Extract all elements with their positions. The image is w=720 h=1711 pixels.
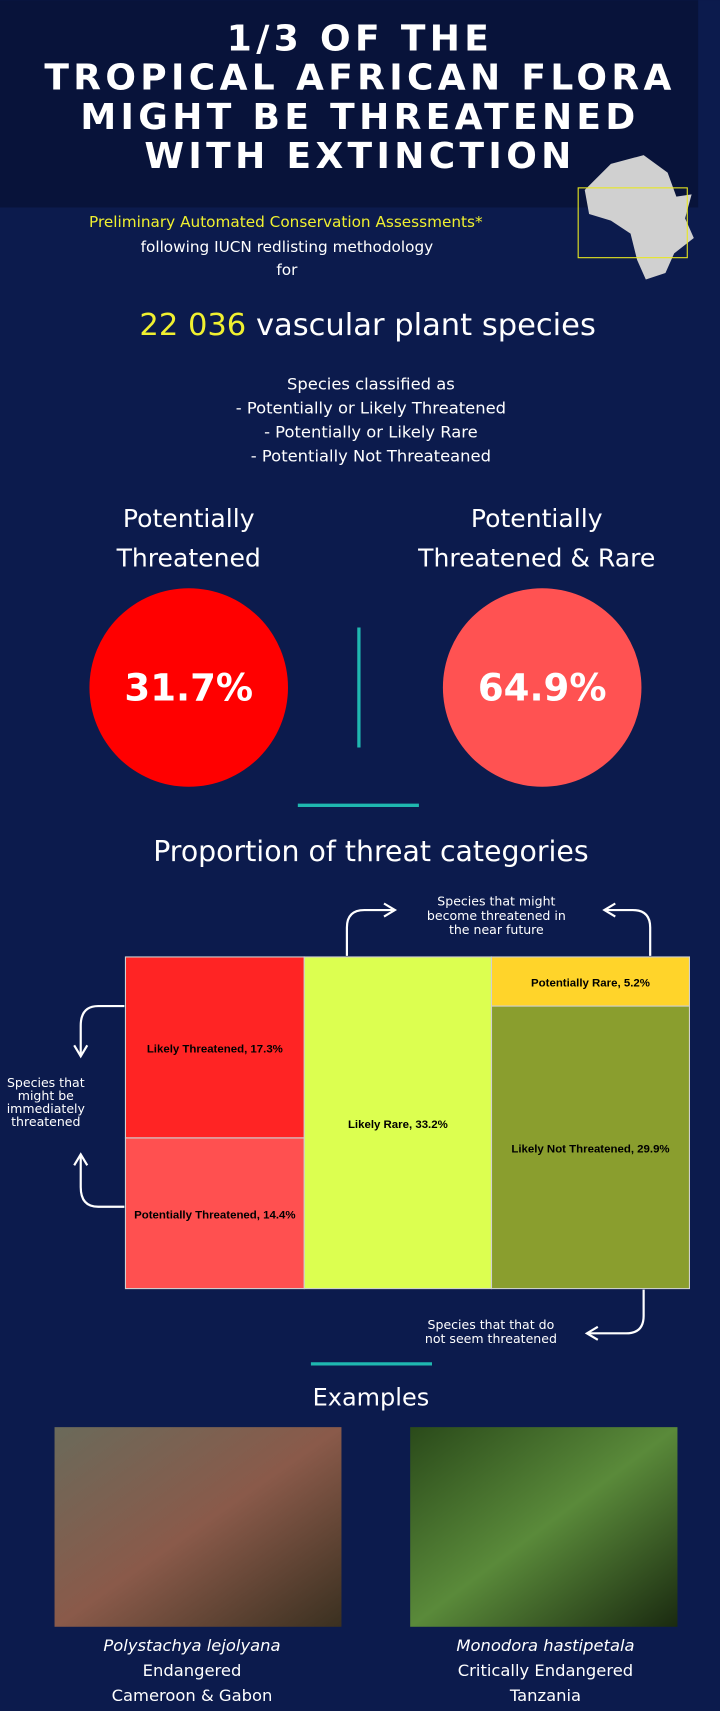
- photo: [54, 1427, 342, 1627]
- stat-value: 31.7%: [124, 667, 253, 710]
- treemap-label: Likely Not Threatened, 29.9%: [511, 1144, 669, 1156]
- classification-line: - Potentially or Likely Threatened: [236, 399, 506, 418]
- section-title: Examples: [313, 1383, 430, 1411]
- classification-line: - Potentially Not Threateaned: [251, 447, 491, 466]
- treemap-cell: [490, 1005, 690, 1290]
- title-box: [0, 0, 699, 208]
- title-line: 1/3 OF THE: [227, 18, 493, 59]
- annotation: immediately: [7, 1101, 86, 1116]
- treemap-cell: [490, 956, 690, 1007]
- section-title: Proportion of threat categories: [153, 835, 588, 868]
- stat-value: 64.9%: [478, 667, 607, 710]
- stat-label: Potentially: [123, 504, 255, 533]
- treemap-label: Likely Rare, 33.2%: [348, 1119, 448, 1131]
- africa-map: [577, 155, 694, 280]
- annotation: not seem threatened: [425, 1331, 557, 1346]
- example-name: Monodora hastipetala: [456, 1636, 634, 1655]
- treemap-cell: [124, 1137, 305, 1290]
- headline: 22 036 vascular plant species: [139, 308, 595, 343]
- example-region: Cameroon & Gabon: [112, 1686, 273, 1705]
- stat-label: Threatened & Rare: [417, 543, 655, 572]
- treemap-label: Likely Threatened, 17.3%: [147, 1044, 283, 1056]
- classification-line: - Potentially or Likely Rare: [264, 423, 478, 442]
- headline-text: vascular plant species: [256, 308, 596, 343]
- headline-number: 22 036: [139, 308, 256, 343]
- treemap-cell: [124, 956, 305, 1139]
- intro-line: following IUCN redlisting methodology: [141, 238, 434, 256]
- example-status: Endangered: [143, 1661, 242, 1680]
- stat-circle: [442, 588, 642, 787]
- intro-line: for: [276, 261, 298, 279]
- stat-label: Threatened: [116, 543, 261, 572]
- classification-line: Species classified as: [287, 375, 455, 394]
- treemap-cell: [303, 956, 493, 1290]
- example-name: Polystachya lejolyana: [103, 1636, 280, 1655]
- treemap-label: Potentially Rare, 5.2%: [531, 978, 650, 990]
- stat-label: Potentially: [471, 504, 603, 533]
- annotation: become threatened in: [427, 908, 566, 923]
- example-region: Tanzania: [509, 1686, 581, 1705]
- title-line: TROPICAL AFRICAN FLORA: [44, 58, 675, 99]
- arrows: [73, 902, 652, 1341]
- title-line: MIGHT BE THREATENED: [80, 97, 639, 138]
- annotation: Species that that do: [428, 1317, 555, 1332]
- annotation: Species that: [7, 1075, 85, 1090]
- photo: [410, 1427, 678, 1627]
- example-status: Critically Endangered: [458, 1661, 633, 1680]
- intro-highlight: Preliminary Automated Conservation Asses…: [89, 213, 483, 231]
- annotation: threatened: [11, 1114, 80, 1129]
- stat-circle: [89, 588, 288, 787]
- treemap-label: Potentially Threatened, 14.4%: [134, 1209, 295, 1221]
- title-line: WITH EXTINCTION: [144, 136, 575, 177]
- annotation: Species that might: [437, 894, 555, 909]
- annotation: the near future: [449, 922, 544, 937]
- annotation: might be: [18, 1088, 74, 1103]
